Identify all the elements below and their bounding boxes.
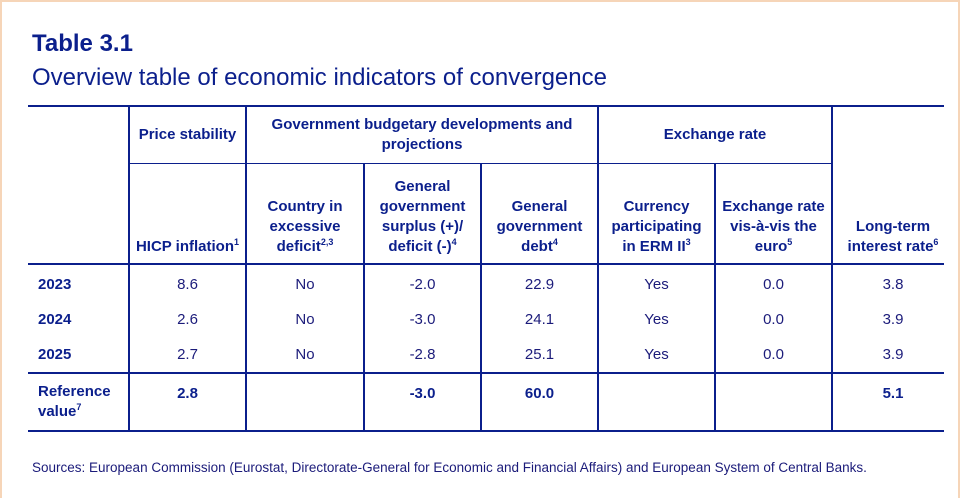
column-divider <box>831 105 833 430</box>
table-cell: 3.9 <box>882 346 904 363</box>
table-cell: 0.0 <box>763 311 784 328</box>
table-cell: 3.8 <box>882 276 904 293</box>
reference-cell: -3.0 <box>409 385 436 402</box>
group-header-exchange-rate: Exchange rate <box>663 126 767 143</box>
reference-cell: 2.8 <box>177 385 198 402</box>
table-bottom-rule <box>28 430 944 432</box>
table-cell: No <box>295 276 315 293</box>
column-divider <box>597 105 599 430</box>
column-divider <box>363 163 365 430</box>
table-cell: 0.0 <box>763 276 784 293</box>
sources-note: Sources: European Commission (Eurostat, … <box>32 460 867 475</box>
row-label: 2023 <box>38 276 72 293</box>
reference-top-rule <box>28 372 944 374</box>
table-title: Table 3.1 <box>32 30 133 57</box>
row-label: 2024 <box>38 311 72 328</box>
column-header-excessive-deficit: Country in excessive deficit2,3 <box>267 198 343 255</box>
table-cell: 0.0 <box>763 346 784 363</box>
table-cell: Yes <box>644 346 669 363</box>
table-cell: 2.7 <box>177 346 198 363</box>
table-cell: 8.6 <box>177 276 198 293</box>
reference-cell: 60.0 <box>524 385 555 402</box>
column-header-long-term-interest-rate: Long-term interest rate6 <box>847 218 939 255</box>
reference-cell: 5.1 <box>882 385 904 402</box>
table-subtitle: Overview table of economic indicators of… <box>32 64 607 91</box>
column-header-erm-ii: Currency participating in ERM II3 <box>611 198 702 255</box>
table-cell: No <box>295 311 315 328</box>
group-header-government: Government budgetary developments and pr… <box>271 116 573 153</box>
table-cell: No <box>295 346 315 363</box>
reference-cell <box>599 383 714 405</box>
table-cell: -2.8 <box>409 346 436 363</box>
table-cell: Yes <box>644 311 669 328</box>
table-cell: Yes <box>644 276 669 293</box>
group-header-price-stability: Price stability <box>138 126 237 143</box>
table-cell: 24.1 <box>524 311 555 328</box>
column-divider <box>480 163 482 430</box>
column-header-government-debt: General government debt4 <box>496 198 583 255</box>
column-divider <box>245 105 247 430</box>
reference-cell <box>247 383 363 405</box>
column-header-exchange-rate-euro: Exchange rate vis-à-vis the euro5 <box>722 198 825 255</box>
column-header-hicp-inflation: HICP inflation1 <box>135 237 240 256</box>
column-header-surplus-deficit: General government surplus (+)/ deficit … <box>379 178 466 255</box>
table-cell: -2.0 <box>409 276 436 293</box>
table-cell: -3.0 <box>409 311 436 328</box>
table-cell: 2.6 <box>177 311 198 328</box>
row-label: 2025 <box>38 346 72 363</box>
table-top-rule <box>28 105 944 107</box>
table-cell: 22.9 <box>524 276 555 293</box>
column-divider <box>128 105 130 430</box>
reference-cell <box>716 383 831 405</box>
header-bottom-rule <box>28 263 944 265</box>
table-cell: 25.1 <box>524 346 555 363</box>
column-divider <box>714 163 716 430</box>
reference-row-label: Reference value7 <box>38 383 111 420</box>
table-cell: 3.9 <box>882 311 904 328</box>
